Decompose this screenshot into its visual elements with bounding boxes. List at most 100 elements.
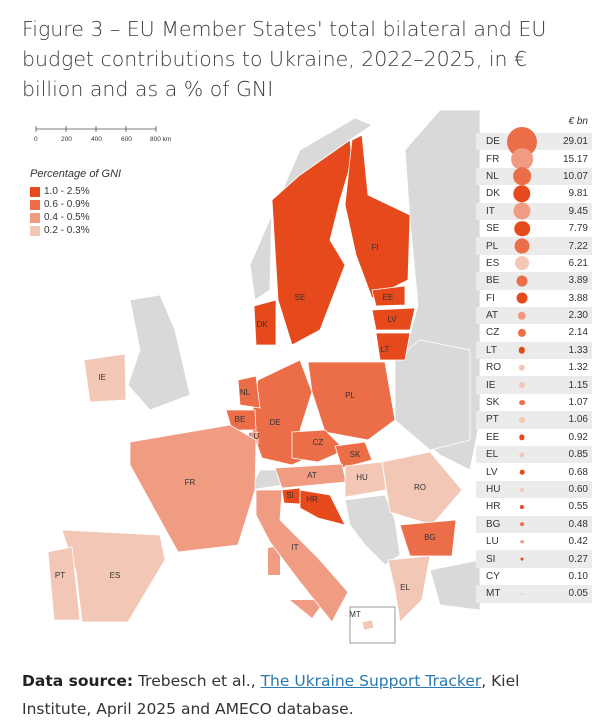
country-code: MT [486, 588, 501, 600]
unit-header: € bn [568, 116, 588, 127]
value-bubble [519, 469, 525, 475]
value: 1.06 [568, 414, 588, 426]
table-row: FI 3.88 [476, 290, 592, 307]
table-row: SK 1.07 [476, 394, 592, 411]
table-row: ES 6.21 [476, 255, 592, 272]
country-code: SK [486, 397, 500, 409]
country-label: HU [356, 473, 368, 482]
value-bubble [520, 557, 524, 561]
country-ro [381, 451, 463, 526]
table-row: LU 0.42 [476, 533, 592, 550]
value: 0.60 [568, 484, 588, 495]
figure-title: Figure 3 – EU Member States' total bilat… [22, 17, 547, 101]
country-be [225, 409, 257, 431]
value-bubble [513, 167, 531, 186]
country-code: PT [486, 414, 499, 426]
country-code: EL [486, 449, 499, 461]
country-code: FI [486, 292, 495, 304]
legend-label: 0.2 - 0.3% [44, 225, 90, 236]
table-row: DK 9.81 [476, 185, 592, 203]
value: 0.27 [568, 553, 588, 565]
legend-title: Percentage of GNI [30, 168, 122, 180]
legend-item: 1.0 - 2.5% [30, 185, 121, 198]
value-bubble [518, 364, 526, 371]
value-bubble [520, 522, 524, 527]
value: 15.17 [562, 153, 588, 165]
country-pt [47, 546, 81, 621]
country-code: SI [486, 553, 496, 565]
scale-tick: 600 [121, 136, 132, 143]
value: 7.79 [568, 223, 588, 235]
table-row: DE 29.01 [476, 126, 592, 157]
country-code: LT [486, 344, 497, 356]
country-dk [253, 299, 277, 346]
value: 0.68 [568, 466, 588, 478]
country-it-island [290, 600, 325, 618]
table-row: RO 1.32 [476, 359, 592, 376]
value: 1.32 [568, 362, 588, 374]
source-link[interactable]: The Ukraine Support Tracker [260, 672, 482, 690]
country-code: BG [486, 518, 501, 530]
country-lv [371, 307, 416, 331]
legend-item: 0.2 - 0.3% [30, 224, 121, 237]
legend-swatch [30, 212, 40, 223]
country-mt [361, 619, 375, 631]
country-label: SK [350, 450, 361, 459]
table-row: SE 7.79 [476, 220, 592, 237]
country-sk [334, 441, 373, 469]
value: 0.05 [568, 588, 588, 600]
table-row: NL 10.07 [476, 167, 592, 186]
legend-item: 0.6 - 0.9% [30, 198, 121, 211]
country-fi [344, 134, 411, 299]
country-code: HU [486, 484, 501, 495]
table-row: HU 0.60 [476, 480, 592, 499]
country-fr [129, 424, 257, 553]
value: 1.15 [568, 379, 588, 391]
legend-item: 0.4 - 0.5% [30, 211, 121, 224]
value-bubble [515, 256, 529, 271]
country-code: EE [486, 431, 500, 443]
value-bubble [519, 452, 525, 458]
table-row: HR 0.55 [476, 498, 592, 515]
value: 0.55 [568, 501, 588, 513]
value: 3.88 [568, 292, 588, 304]
scale-bar: 0 200 400 600 800 km [34, 124, 174, 146]
value-bubble [517, 311, 527, 320]
country-hr [299, 489, 346, 526]
table-row: LT 1.33 [476, 341, 592, 360]
value-bubble [519, 399, 525, 406]
value-bubble [514, 238, 530, 254]
value: 0.10 [568, 570, 588, 582]
country-it-island [268, 546, 280, 575]
country-code: CZ [486, 327, 500, 339]
non-eu-land [394, 339, 471, 451]
country-code: FR [486, 153, 500, 165]
scale-tick: 400 [91, 136, 102, 143]
scale-bar-line [35, 126, 157, 132]
country-nl [237, 375, 261, 409]
country-code: SE [486, 223, 500, 235]
value: 29.01 [562, 136, 588, 148]
table-row: BG 0.48 [476, 515, 592, 533]
country-code: RO [486, 362, 501, 374]
value-bubble [517, 328, 527, 338]
country-code: PL [486, 240, 499, 252]
value: 1.07 [568, 397, 588, 409]
country-code: HR [486, 501, 501, 513]
value-bubble [511, 148, 533, 170]
value-bubble [521, 592, 523, 595]
country-label: LT [381, 345, 390, 354]
table-row: PL 7.22 [476, 237, 592, 255]
value: 6.21 [568, 257, 588, 269]
value: 2.14 [568, 327, 588, 339]
country-label: HR [306, 495, 318, 504]
value-bubble [516, 292, 528, 304]
table-row: CZ 2.14 [476, 324, 592, 341]
legend: Percentage of GNI 1.0 - 2.5% 0.6 - 0.9% 0.… [30, 168, 121, 237]
value-bubble [519, 417, 525, 423]
legend-swatch [30, 199, 40, 210]
table-row: MT 0.05 [476, 585, 592, 603]
value: 3.89 [568, 275, 588, 287]
value-bubble [516, 275, 528, 287]
